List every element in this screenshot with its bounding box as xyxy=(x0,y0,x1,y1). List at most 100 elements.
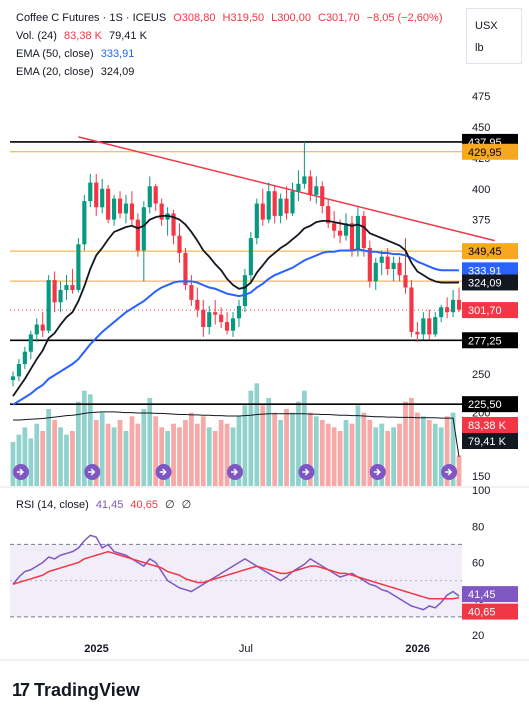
candle-body xyxy=(314,186,319,195)
volume-label-1: 79,41 K xyxy=(468,436,507,448)
volume-bar xyxy=(171,423,176,486)
volume-bar xyxy=(52,420,57,486)
volume-label-0-bg xyxy=(462,417,518,433)
candle-body xyxy=(147,186,152,208)
candle-body xyxy=(52,280,57,303)
volume-bar xyxy=(420,416,426,486)
legend-change: −8,05 (−2,60%) xyxy=(366,12,443,24)
candle-body xyxy=(111,198,117,220)
event-marker-arrow-icon xyxy=(88,468,96,476)
level-label-4: 277,25 xyxy=(468,335,502,347)
candle-body xyxy=(58,289,63,303)
volume-bar xyxy=(432,423,438,486)
ema20-legend: EMA (20, close) 324,09 xyxy=(16,66,138,78)
currency-unit: USX xyxy=(475,20,498,32)
candle-body xyxy=(326,206,331,224)
volume-bar xyxy=(331,427,337,486)
candle-body xyxy=(248,238,253,276)
event-marker-arrow-icon xyxy=(231,468,239,476)
ema50-legend: EMA (50, close) 333,91 xyxy=(16,48,138,60)
legend-high: H319,50 xyxy=(222,12,265,24)
volume-bar xyxy=(397,423,402,486)
volume-bar xyxy=(218,420,224,486)
ema50-legend-value: 333,91 xyxy=(100,48,135,60)
volume-bar xyxy=(46,409,52,486)
candle-body xyxy=(201,309,206,327)
ema50-legend-label: EMA (50, close) xyxy=(16,48,94,60)
candle-body xyxy=(302,176,307,184)
volume-bar xyxy=(40,431,46,486)
volume-label-0: 83,38 K xyxy=(468,420,507,432)
ema50-line xyxy=(12,248,460,406)
volume-bar xyxy=(206,427,212,486)
volume-bar xyxy=(28,438,34,486)
volume-bar xyxy=(189,412,194,486)
volume-bar xyxy=(456,455,462,486)
volume-bar xyxy=(147,398,153,486)
candle-body xyxy=(272,191,277,216)
main-legend: Coffee C Futures · 1S · ICEUS O308,80 H3… xyxy=(16,12,447,24)
volume-ma-legend-value: 79,41 K xyxy=(109,30,147,42)
volume-bar xyxy=(194,423,200,486)
candle-body xyxy=(177,235,182,253)
value-label-1-bg xyxy=(462,274,518,291)
volume-bar xyxy=(224,423,230,486)
candle-body xyxy=(230,318,236,331)
volume-bar xyxy=(177,427,182,486)
volume-bar xyxy=(10,442,16,486)
volume-bar xyxy=(450,412,456,486)
volume-bar xyxy=(296,401,301,486)
candle-body xyxy=(450,299,456,313)
candle-body xyxy=(355,215,361,251)
volume-bar xyxy=(403,401,408,486)
volume-bar xyxy=(307,412,313,486)
candle-body xyxy=(46,280,51,331)
rsi-value-label-bg xyxy=(462,586,518,603)
volume-bar xyxy=(337,431,343,486)
unit-selector[interactable]: USX lb xyxy=(466,8,522,64)
candle-body xyxy=(183,252,188,286)
level-label-5: 225,50 xyxy=(468,399,502,411)
value-label-0: 333,91 xyxy=(468,265,502,277)
candle-body xyxy=(219,314,224,323)
ema20-line xyxy=(12,215,460,397)
candle-body xyxy=(195,299,200,310)
volume-bar xyxy=(385,431,391,486)
price-tick-375: 375 xyxy=(472,215,490,227)
volume-bar xyxy=(367,420,373,486)
volume-bar xyxy=(34,423,40,486)
candle-body xyxy=(64,285,69,290)
candle-body xyxy=(373,262,378,282)
level-label-4-bg xyxy=(462,332,518,349)
volume-bar xyxy=(153,416,159,486)
volume-bar xyxy=(373,427,379,486)
volume-bar xyxy=(93,420,99,486)
rsi-legend-label: RSI (14, close) xyxy=(16,499,89,511)
legend-close: C301,70 xyxy=(318,12,360,24)
brand[interactable]: 17 TradingView xyxy=(12,680,140,701)
volume-bar xyxy=(117,420,123,486)
volume-bar xyxy=(200,416,206,486)
candle-body xyxy=(236,306,242,319)
volume-bar xyxy=(426,420,432,486)
ema20-legend-value: 324,09 xyxy=(100,66,135,78)
candle-body xyxy=(207,312,212,327)
candle-body xyxy=(391,262,396,269)
candle-body xyxy=(284,198,289,214)
rsi-legend: RSI (14, close) 41,45 40,65 ∅ ∅ xyxy=(16,498,195,511)
candle-body xyxy=(171,213,176,236)
candle-body xyxy=(34,324,39,335)
volume-bar xyxy=(16,434,22,486)
volume-bar xyxy=(349,423,355,486)
rsi-legend-empty-1: ∅ xyxy=(165,499,175,511)
volume-legend: Vol. (24) 83,38 K 79,41 K xyxy=(16,30,151,42)
volume-bar xyxy=(343,420,349,486)
measure-unit: lb xyxy=(475,42,484,54)
rsi-tick-20: 20 xyxy=(472,630,484,642)
volume-label-1-bg xyxy=(462,433,518,449)
candle-body xyxy=(28,334,33,352)
price-tick-150: 150 xyxy=(472,471,490,483)
level-label-1-bg xyxy=(462,143,518,160)
volume-bar xyxy=(99,412,105,486)
